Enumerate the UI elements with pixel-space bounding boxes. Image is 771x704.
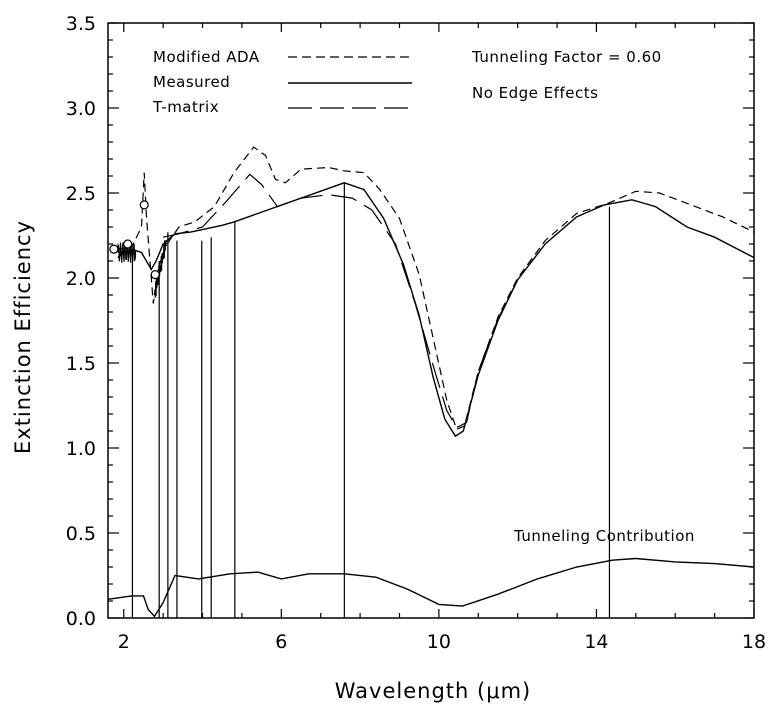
x-tick-label: 18 [742,631,766,653]
data-marker [139,200,149,210]
data-marker [109,244,119,254]
y-tick-label: 2.0 [66,268,96,290]
y-tick-label: 3.5 [66,13,96,35]
series-line-3 [107,557,755,618]
annotation-tunneling-contribution: Tunneling Contribution [513,527,695,545]
x-tick-label: 14 [584,631,608,653]
series-line-1 [117,182,755,438]
legend: Modified ADA Measured T-matrix [152,48,412,116]
y-tick-label: 3.0 [66,98,96,120]
annotation-edge-effects: No Edge Effects [472,84,598,102]
y-tick-label: 0.0 [66,608,96,630]
x-tick-label: 10 [427,631,451,653]
legend-label-measured: Measured [153,73,230,91]
annotation-tunneling-factor: Tunneling Factor = 0.60 [471,48,662,66]
series-layer [107,146,755,618]
y-tick-label: 0.5 [66,523,96,545]
x-axis-title: Wavelength (μm) [335,679,531,703]
legend-label-t-matrix: T-matrix [152,98,219,116]
series-line-2 [162,173,519,429]
y-tick-label: 1.0 [66,438,96,460]
x-tick-label: 6 [275,631,287,653]
y-axis-title: Extinction Efficiency [11,220,35,454]
plot-frame [107,22,755,619]
measured-noisy-rise [153,240,167,298]
data-marker [150,270,160,280]
y-tick-label: 1.5 [66,353,96,375]
ticks-layer: 2 6 10 14 18 0.0 0.5 1.0 1.5 2.0 2.5 3.0 3.5 [66,13,766,653]
legend-label-modified-ada: Modified ADA [153,48,260,66]
series-line-0 [115,146,755,431]
data-marker [123,239,133,249]
vertical-lines-layer [131,182,611,618]
y-tick-label: 2.5 [66,183,96,205]
x-tick-label: 2 [118,631,130,653]
markers-layer [109,200,160,280]
